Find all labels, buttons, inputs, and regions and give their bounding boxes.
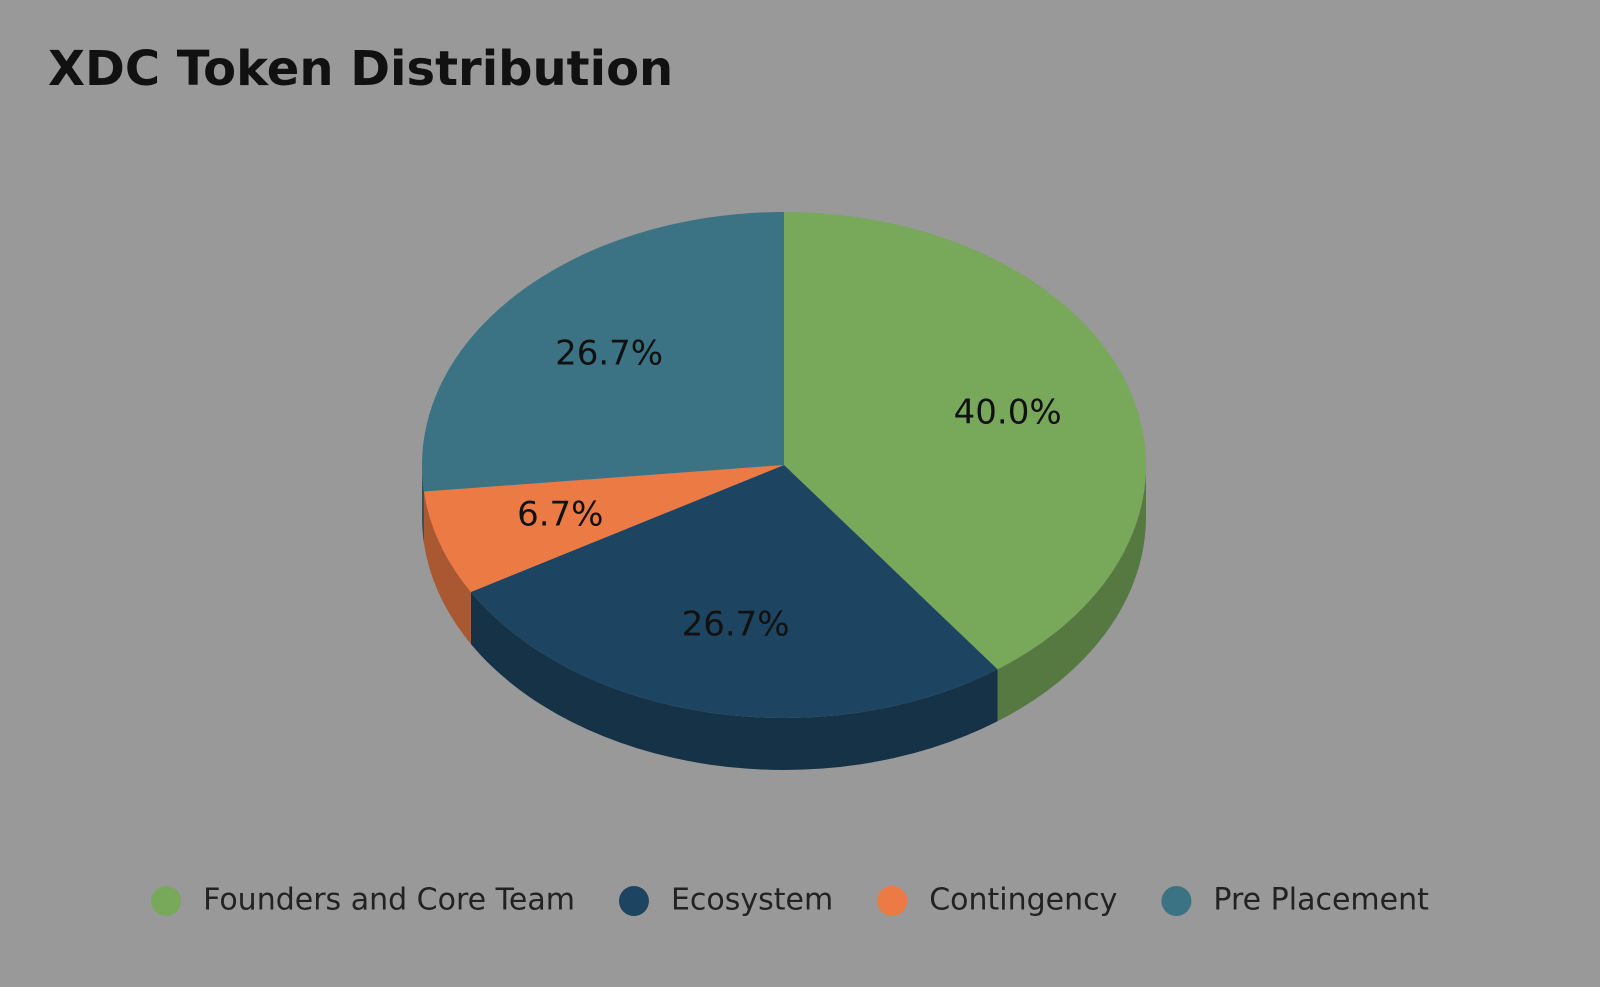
legend-label: Contingency [929, 883, 1117, 918]
slice-side [997, 465, 1146, 722]
value-label: 6.7% [517, 495, 603, 535]
legend-label: Pre Placement [1213, 883, 1429, 918]
pie: 40.0% 26.7% 6.7% 26.7% [421, 212, 1146, 770]
slice [784, 212, 1146, 670]
slice [470, 465, 998, 718]
slice-side [470, 591, 998, 770]
chart-title: XDC Token Distribution [48, 41, 673, 97]
legend-marker [618, 886, 649, 916]
slice [421, 212, 784, 492]
slice [423, 465, 784, 592]
value-label: 40.0% [954, 392, 1062, 432]
slice-side [422, 465, 424, 544]
value-label: 26.7% [682, 604, 790, 644]
legend-label: Founders and Core Team [203, 883, 575, 918]
legend: Founders and Core Team Ecosystem Contingen… [151, 883, 1429, 918]
legend-label: Ecosystem [671, 883, 833, 918]
legend-marker [151, 886, 182, 916]
value-label: 26.7% [555, 333, 663, 373]
legend-marker [877, 886, 908, 916]
legend-marker [1161, 886, 1192, 916]
slice-side [423, 491, 471, 644]
